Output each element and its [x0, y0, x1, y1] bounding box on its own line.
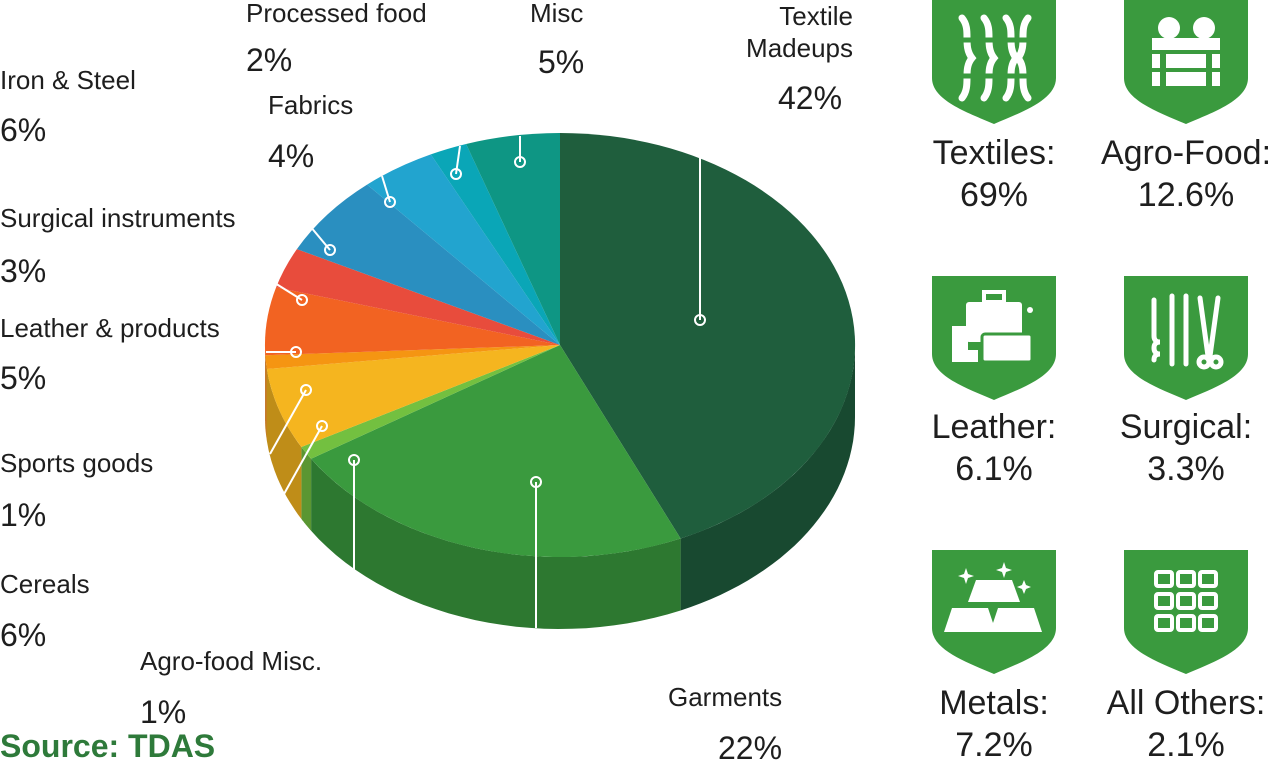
- label-cereals: Cereals: [0, 569, 90, 599]
- category-value: 7.2%: [904, 724, 1084, 766]
- category-name: Metals:: [904, 682, 1084, 724]
- label-misc: Misc: [530, 0, 583, 28]
- label-leather-products: Leather & products: [0, 313, 220, 343]
- pct-leather-products: 5%: [0, 360, 46, 396]
- category-value: 2.1%: [1096, 724, 1276, 766]
- label-agro-food-misc: Agro-food Misc.: [140, 646, 322, 676]
- category-metals: Metals: 7.2%: [904, 682, 1084, 766]
- category-all-others: All Others: 2.1%: [1096, 682, 1276, 766]
- category-textiles: Textiles: 69%: [904, 132, 1084, 216]
- label-surgical-instruments: Surgical instruments: [0, 203, 236, 233]
- label-sports-goods: Sports goods: [0, 448, 153, 478]
- category-value: 69%: [904, 174, 1084, 216]
- label-iron-steel: Iron & Steel: [0, 65, 136, 95]
- pct-iron-steel: 6%: [0, 112, 46, 148]
- category-value: 6.1%: [904, 448, 1084, 490]
- source-note: Source: TDAS: [0, 728, 215, 765]
- leather-goods-icon: [932, 276, 1056, 400]
- category-value: 3.3%: [1096, 448, 1276, 490]
- pie-chart: [0, 0, 900, 761]
- pct-misc: 5%: [538, 44, 584, 80]
- category-agro-food: Agro-Food: 12.6%: [1096, 132, 1276, 216]
- surgical-tools-icon: [1124, 276, 1248, 400]
- category-leather: Leather: 6.1%: [904, 406, 1084, 490]
- pct-sports-goods: 1%: [0, 497, 46, 533]
- pct-surgical-instruments: 3%: [0, 253, 46, 289]
- category-surgical: Surgical: 3.3%: [1096, 406, 1276, 490]
- pct-agro-food-misc: 1%: [140, 694, 186, 730]
- textile-icon: [932, 0, 1056, 124]
- pct-cereals: 6%: [0, 617, 46, 653]
- category-name: All Others:: [1096, 682, 1276, 724]
- label-garments: Garments: [668, 682, 782, 712]
- label-fabrics: Fabrics: [268, 90, 353, 120]
- category-name: Surgical:: [1096, 406, 1276, 448]
- pct-textile-madeups: 42%: [778, 80, 842, 116]
- label-processed-food: Processed food: [246, 0, 427, 28]
- pie-side-4: [265, 355, 267, 441]
- metal-bars-icon: [932, 550, 1056, 674]
- pct-fabrics: 4%: [268, 138, 314, 174]
- label-textile-madeups: Textile Madeups: [728, 0, 853, 64]
- category-name: Textiles:: [904, 132, 1084, 174]
- category-name: Agro-Food:: [1096, 132, 1276, 174]
- grid-icon: [1124, 550, 1248, 674]
- category-value: 12.6%: [1096, 174, 1276, 216]
- crate-icon: [1124, 0, 1248, 124]
- pct-processed-food: 2%: [246, 42, 292, 78]
- category-name: Leather:: [904, 406, 1084, 448]
